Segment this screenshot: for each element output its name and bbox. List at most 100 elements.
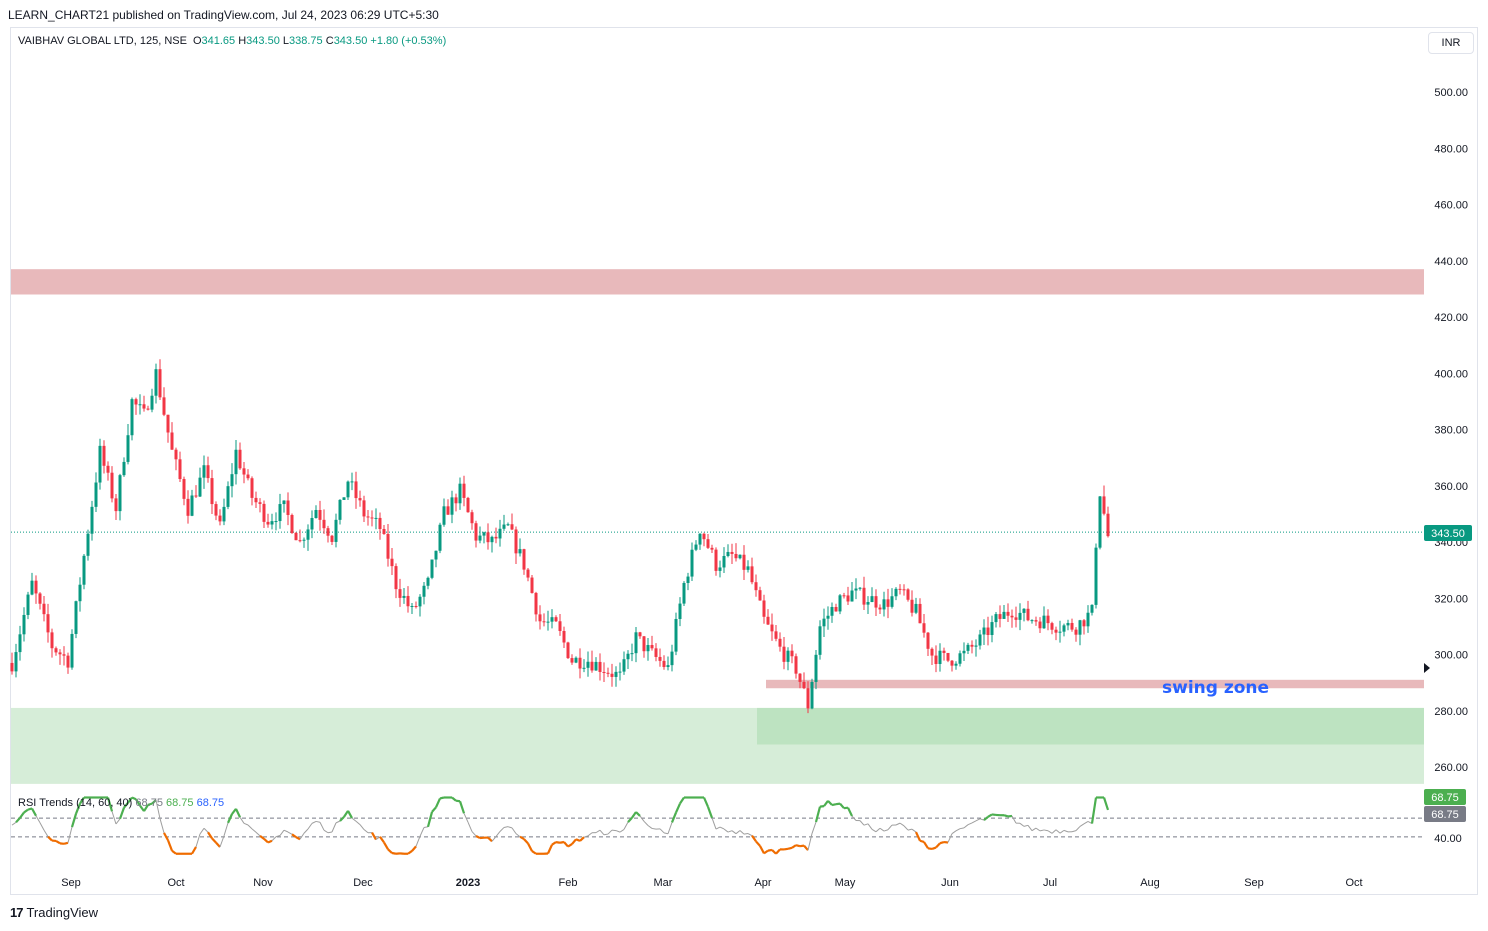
- candle-body: [626, 653, 630, 660]
- rsi-segment: [571, 838, 577, 845]
- rsi-segment: [23, 808, 29, 814]
- candle-body: [914, 603, 918, 613]
- rsi-segment: [702, 797, 710, 808]
- rsi-segment: [935, 842, 941, 849]
- tradingview-logo-icon: 17: [10, 905, 24, 920]
- footer-brand[interactable]: 17 TradingView: [10, 905, 98, 920]
- candle-body: [938, 650, 942, 664]
- candle-body: [934, 655, 938, 664]
- rsi-segment: [351, 817, 357, 822]
- candle-body: [782, 646, 786, 662]
- candle-body: [66, 655, 70, 668]
- rsi-segment: [963, 824, 969, 829]
- candle-body: [430, 559, 434, 578]
- rsi-segment: [719, 826, 725, 830]
- candle-body: [286, 500, 290, 515]
- candle-body: [970, 644, 974, 647]
- rsi-segment: [1055, 829, 1061, 834]
- candle-body: [358, 498, 362, 501]
- rsi-segment: [651, 827, 657, 830]
- rsi-segment: [799, 844, 805, 848]
- rsi-segment: [495, 831, 501, 837]
- candle-body: [606, 672, 610, 674]
- candle-body: [402, 595, 406, 598]
- y-tick-label: 400.00: [1434, 368, 1468, 380]
- candle-body: [558, 621, 562, 631]
- candle-body: [554, 617, 558, 622]
- rsi-segment: [31, 807, 37, 817]
- rsi-segment: [171, 849, 177, 855]
- candle-body: [958, 653, 962, 664]
- rsi-segment: [371, 832, 377, 841]
- rsi-segment: [271, 836, 277, 842]
- candle-body: [770, 624, 774, 632]
- candle-body: [454, 497, 458, 504]
- candle-body: [582, 667, 586, 669]
- candle-body: [74, 601, 78, 634]
- rsi-segment: [879, 827, 885, 832]
- rsi-segment: [35, 815, 41, 824]
- candle-body: [366, 516, 370, 518]
- symbol-label: VAIBHAV GLOBAL LTD, 125, NSE: [18, 35, 187, 47]
- candle-body: [94, 482, 98, 507]
- candle-body: [254, 497, 258, 503]
- candle-body: [538, 614, 542, 622]
- candle-body: [506, 524, 510, 526]
- svg-text:68.75: 68.75: [1431, 792, 1459, 804]
- candle-body: [946, 652, 950, 661]
- currency-button[interactable]: INR: [1428, 32, 1474, 54]
- rsi-legend: RSI Trends (14, 60, 40) 68.75 68.75 68.7…: [18, 797, 224, 809]
- candle-body: [298, 540, 302, 542]
- candle-body: [974, 645, 978, 647]
- candle-body: [790, 650, 794, 657]
- rsi-segment: [599, 829, 605, 836]
- candle-body: [146, 408, 150, 410]
- candle-body: [586, 661, 590, 668]
- rsi-segment: [607, 829, 613, 835]
- rsi-segment: [827, 800, 833, 806]
- rsi-segment: [567, 843, 573, 848]
- candle-body: [22, 614, 26, 635]
- rsi-segment: [883, 829, 889, 832]
- rsi-segment: [123, 802, 129, 809]
- candle-body: [334, 519, 338, 542]
- rsi-segment: [847, 807, 853, 817]
- candle-body: [318, 509, 322, 520]
- price-zone: [757, 707, 1424, 745]
- chart-frame[interactable]: [10, 27, 1478, 895]
- published-caption: LEARN_CHART21 published on TradingView.c…: [8, 8, 439, 22]
- rsi-segment: [575, 838, 581, 842]
- rsi-segment: [795, 844, 801, 848]
- rsi-segment: [255, 831, 261, 837]
- candle-body: [794, 656, 798, 674]
- rsi-segment: [387, 848, 393, 854]
- rsi-segment: [955, 828, 961, 832]
- rsi-segment: [627, 817, 633, 823]
- rsi-segment: [967, 822, 973, 826]
- rsi-segment: [863, 823, 869, 826]
- rsi-segment: [951, 830, 957, 835]
- candle-body: [502, 524, 506, 529]
- x-tick-label: Oct: [167, 877, 184, 889]
- rsi-segment: [475, 834, 481, 840]
- candle-body: [650, 645, 654, 649]
- rsi-segment: [927, 847, 933, 850]
- rsi-segment: [1047, 830, 1053, 834]
- candle-body: [738, 554, 742, 559]
- rsi-segment: [147, 802, 153, 806]
- rsi-segment: [106, 797, 114, 812]
- rsi-segment: [131, 796, 137, 801]
- high-label: H: [238, 35, 247, 47]
- candle-body: [194, 495, 198, 497]
- candle-body: [386, 533, 390, 559]
- swing-zone-label: swing zone: [1162, 678, 1269, 698]
- scroll-arrow-icon[interactable]: [1424, 663, 1430, 673]
- rsi-segment: [1083, 821, 1089, 825]
- candle-body: [82, 555, 86, 585]
- rsi-segment: [887, 824, 893, 831]
- rsi-segment: [487, 836, 493, 843]
- candle-body: [410, 606, 414, 608]
- candle-body: [874, 596, 878, 608]
- candle-body: [18, 634, 22, 653]
